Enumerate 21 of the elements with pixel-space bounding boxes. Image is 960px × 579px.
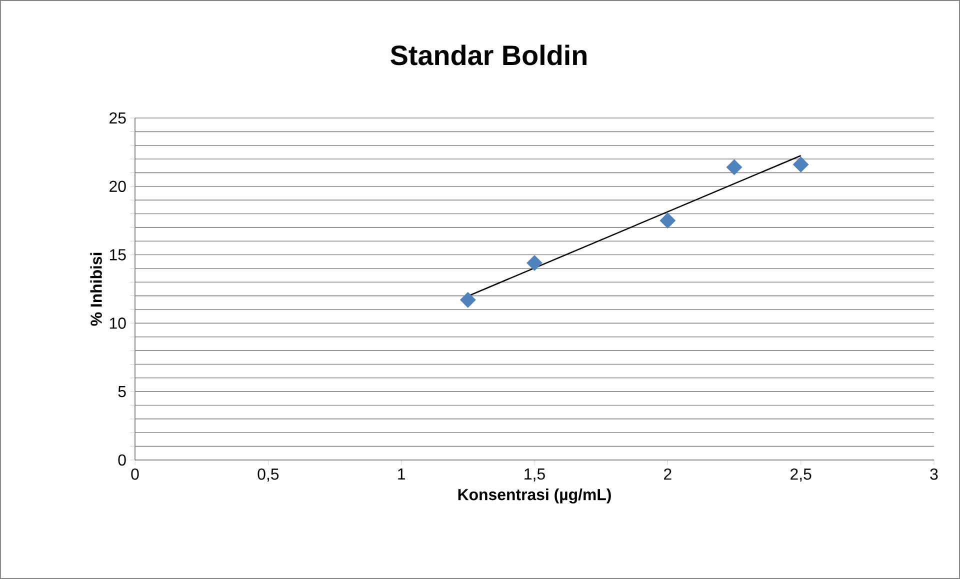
point — [660, 212, 676, 229]
point — [726, 159, 742, 176]
x-axis-title: Konsentrasi (µg/mL) — [458, 488, 611, 504]
y-axis-title: % Inhibisi — [90, 252, 102, 326]
y-tick-label: 0 — [118, 454, 126, 466]
x-tick-label: 0 — [131, 468, 139, 480]
point — [792, 156, 809, 172]
y-tick-label: 25 — [110, 112, 126, 124]
y-tick-label: 5 — [118, 386, 126, 398]
x-tick-label: 0,5 — [258, 468, 279, 482]
x-tick-label: 2,5 — [790, 468, 812, 482]
y-tick-label: 15 — [110, 249, 126, 260]
x-tick-label: 2 — [664, 468, 672, 480]
x-tick-label: 1,5 — [524, 468, 545, 482]
chart-title: Standar Boldin — [390, 44, 586, 66]
y-tick-label: 20 — [110, 180, 126, 192]
y-tick-label: 10 — [110, 318, 126, 329]
point — [460, 292, 476, 308]
x-tick-label: 3 — [930, 468, 938, 480]
point — [526, 255, 542, 271]
x-tick-label: 1 — [398, 468, 405, 480]
